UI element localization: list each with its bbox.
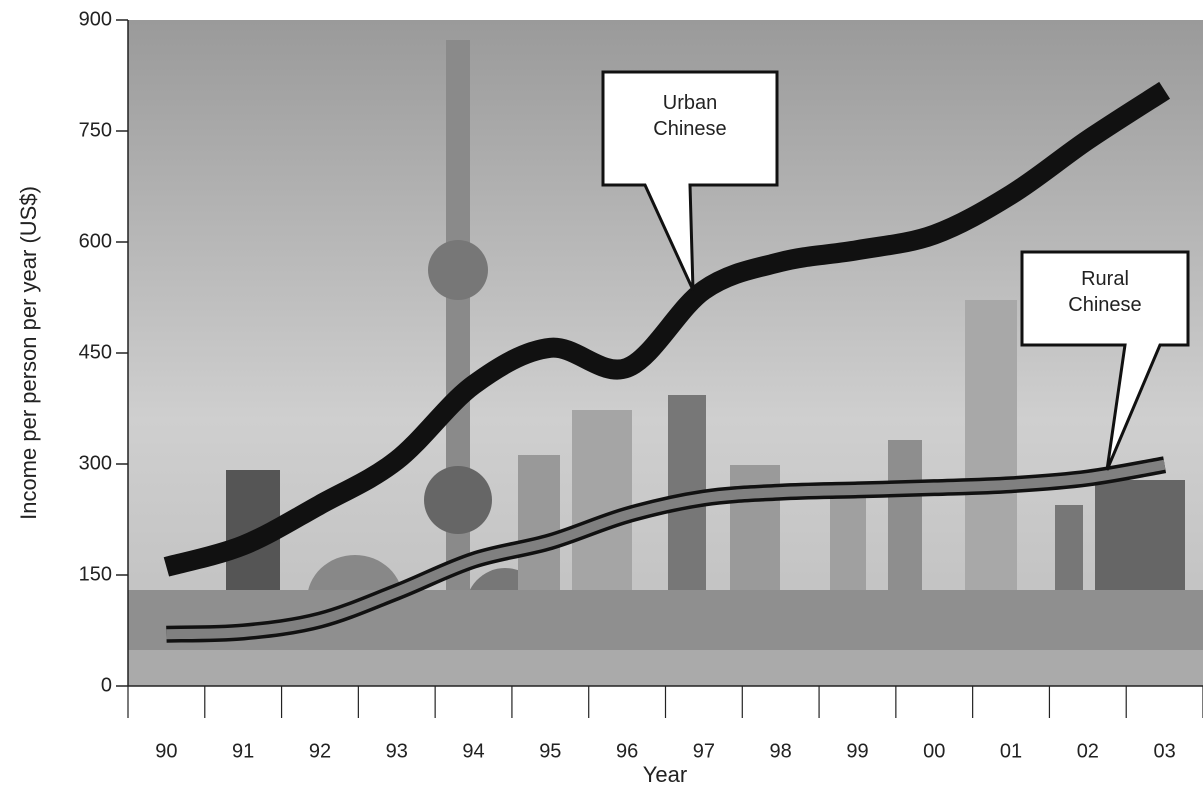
x-tick-label: 99 [846, 740, 868, 762]
y-tick-label: 750 [79, 119, 112, 141]
y-tick-label: 600 [79, 230, 112, 252]
x-tick-label: 97 [693, 740, 715, 762]
x-tick-label: 03 [1153, 740, 1175, 762]
x-tick-label: 94 [462, 740, 484, 762]
y-axis-label: Income per person per year (US$) [16, 186, 41, 520]
x-tick-label: 98 [770, 740, 792, 762]
x-axis-label: Year [643, 762, 687, 787]
x-tick-label: 90 [155, 740, 177, 762]
x-tick-label: 92 [309, 740, 331, 762]
series-line [166, 459, 1166, 640]
x-tick-label: 96 [616, 740, 638, 762]
y-tick-label: 450 [79, 341, 112, 363]
x-tick-label: 91 [232, 740, 254, 762]
series-line [163, 81, 1171, 577]
x-tick-label: 02 [1077, 740, 1099, 762]
y-tick-label: 0 [101, 674, 112, 696]
y-tick-label: 150 [79, 563, 112, 585]
x-tick-label: 93 [386, 740, 408, 762]
urban-callout-text: Urban Chinese [653, 92, 727, 140]
y-tick-label: 900 [79, 8, 112, 30]
y-tick-label: 300 [79, 452, 112, 474]
x-tick-label: 01 [1000, 740, 1022, 762]
rural-callout [1020, 250, 1190, 471]
urban-callout [601, 70, 779, 291]
x-tick-label: 95 [539, 740, 561, 762]
rural-callout-text: Rural Chinese [1068, 268, 1142, 316]
x-tick-label: 00 [923, 740, 945, 762]
